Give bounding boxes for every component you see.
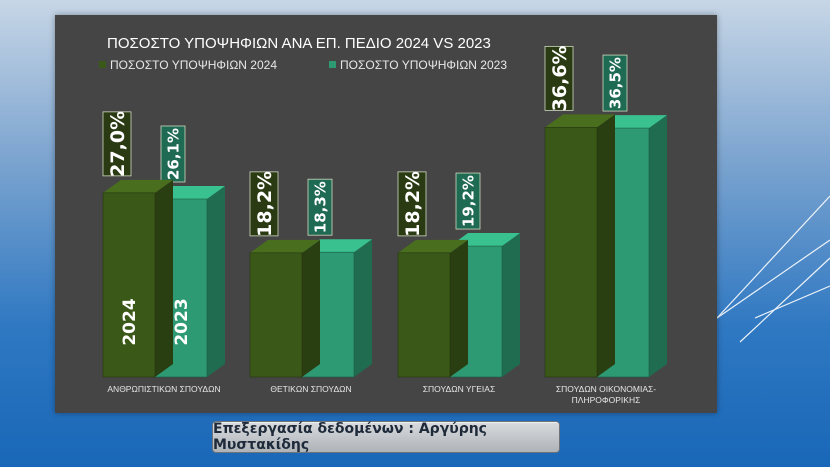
data-label-group-2024-1: 18,2% xyxy=(249,171,279,237)
data-label-2024-0: 27,0% xyxy=(107,111,129,177)
category-labels: ΑΝΘΡΩΠΙΣΤΙΚΩΝ ΣΠΟΥΔΩΝ ΘΕΤΙΚΩΝ ΣΠΟΥΔΩΝ ΣΠΟΥ… xyxy=(107,384,656,405)
data-label-box-2024-0 xyxy=(102,111,132,177)
data-label-group-2024-2: 18,2% xyxy=(397,171,427,237)
chart-title: ΠΟΣΟΣΤΟ ΥΠΟΨΗΦΙΩΝ ΑΝΑ ΕΠ. ΠΕΔΙΟ 2024 VS … xyxy=(107,35,491,52)
bar-top-2024-3 xyxy=(545,114,615,128)
data-label-2023-2: 19,2% xyxy=(459,175,477,227)
data-label-box-2023-1 xyxy=(307,178,333,236)
category-label-3-0: ΣΠΟΥΔΩΝ ΟΙΚΟΝΟΜΙΑΣ- xyxy=(556,384,656,394)
bar-2024-0 xyxy=(102,192,156,378)
bar-side-2024-3 xyxy=(597,114,615,377)
data-label-group-2023-0: 26,1% xyxy=(160,125,186,183)
data-label-box-2024-3 xyxy=(544,45,574,111)
legend: ΠΟΣΟΣΤΟ ΥΠΟΨΗΦΙΩΝ 2024 ΠΟΣΟΣΤΟ ΥΠΟΨΗΦΙΩΝ… xyxy=(99,58,507,72)
bar-2024-1 xyxy=(249,252,303,378)
data-label-box-2023-2 xyxy=(455,172,481,230)
category-label-2-0: ΣΠΟΥΔΩΝ ΥΓΕΙΑΣ xyxy=(423,384,495,394)
bar-top-2024-1 xyxy=(250,239,320,253)
credit-text: Επεξεργασία δεδομένων : Αργύρης Μυστακίδ… xyxy=(213,421,487,453)
legend-label-2023: ΠΟΣΟΣΤΟ ΥΠΟΨΗΦΙΩΝ 2023 xyxy=(340,58,507,72)
bar-side-2023-0 xyxy=(207,185,225,377)
legend-swatch-2024 xyxy=(99,61,106,68)
data-label-2024-1: 18,2% xyxy=(254,171,276,237)
data-label-group-2023-2: 19,2% xyxy=(455,172,481,230)
bar-2024-2 xyxy=(397,252,451,378)
chart-panel: ΠΟΣΟΣΤΟ ΥΠΟΨΗΦΙΩΝ ΑΝΑ ΕΠ. ΠΕΔΙΟ 2024 VS … xyxy=(55,15,717,413)
data-label-box-2024-1 xyxy=(249,171,279,237)
data-label-group-2024-0: 27,0% xyxy=(102,111,132,177)
data-label-2023-0: 26,1% xyxy=(164,128,182,180)
data-label-box-2024-2 xyxy=(397,171,427,237)
legend-label-2024: ΠΟΣΟΣΤΟ ΥΠΟΨΗΦΙΩΝ 2024 xyxy=(110,58,277,72)
category-label-1-0: ΘΕΤΙΚΩΝ ΣΠΟΥΔΩΝ xyxy=(270,384,351,394)
bar-side-2024-1 xyxy=(302,239,320,377)
data-label-group-2024-3: 36,6% xyxy=(544,45,574,111)
bar-side-2023-2 xyxy=(502,233,520,377)
data-label-2024-3: 36,6% xyxy=(549,45,571,111)
bar-side-2024-2 xyxy=(450,239,468,377)
bars-group: 26,1% 2023 27,0% 2024 18,3% 18,2% 19,2% 18,2% 36… xyxy=(102,45,667,378)
bar-side-2023-3 xyxy=(649,115,667,377)
category-label-0-0: ΑΝΘΡΩΠΙΣΤΙΚΩΝ ΣΠΟΥΔΩΝ xyxy=(107,384,220,394)
bar-year-text-2024: 2024 xyxy=(120,298,140,345)
bar-side-2023-1 xyxy=(354,239,372,377)
data-label-2023-3: 36,5% xyxy=(606,57,624,109)
bar-top-2024-2 xyxy=(398,239,468,253)
data-label-group-2023-3: 36,5% xyxy=(602,54,628,112)
data-label-2024-2: 18,2% xyxy=(402,171,424,237)
category-label-3-1: ΠΛΗΡΟΦΟΡΙΚΗΣ xyxy=(572,395,641,405)
bar-2024-3 xyxy=(544,127,598,378)
legend-swatch-2023 xyxy=(329,61,336,68)
bar-year-text-2023: 2023 xyxy=(172,298,192,345)
data-label-box-2023-3 xyxy=(602,54,628,112)
bar-chart: ΠΟΣΟΣΤΟ ΥΠΟΨΗΦΙΩΝ ΑΝΑ ΕΠ. ΠΕΔΙΟ 2024 VS … xyxy=(99,35,667,405)
credit-banner: Επεξεργασία δεδομένων : Αργύρης Μυστακίδ… xyxy=(212,421,560,453)
bar-side-2024-0 xyxy=(155,179,173,377)
data-label-group-2023-1: 18,3% xyxy=(307,178,333,236)
bar-top-2024-0 xyxy=(103,179,173,193)
data-label-2023-1: 18,3% xyxy=(311,181,329,233)
